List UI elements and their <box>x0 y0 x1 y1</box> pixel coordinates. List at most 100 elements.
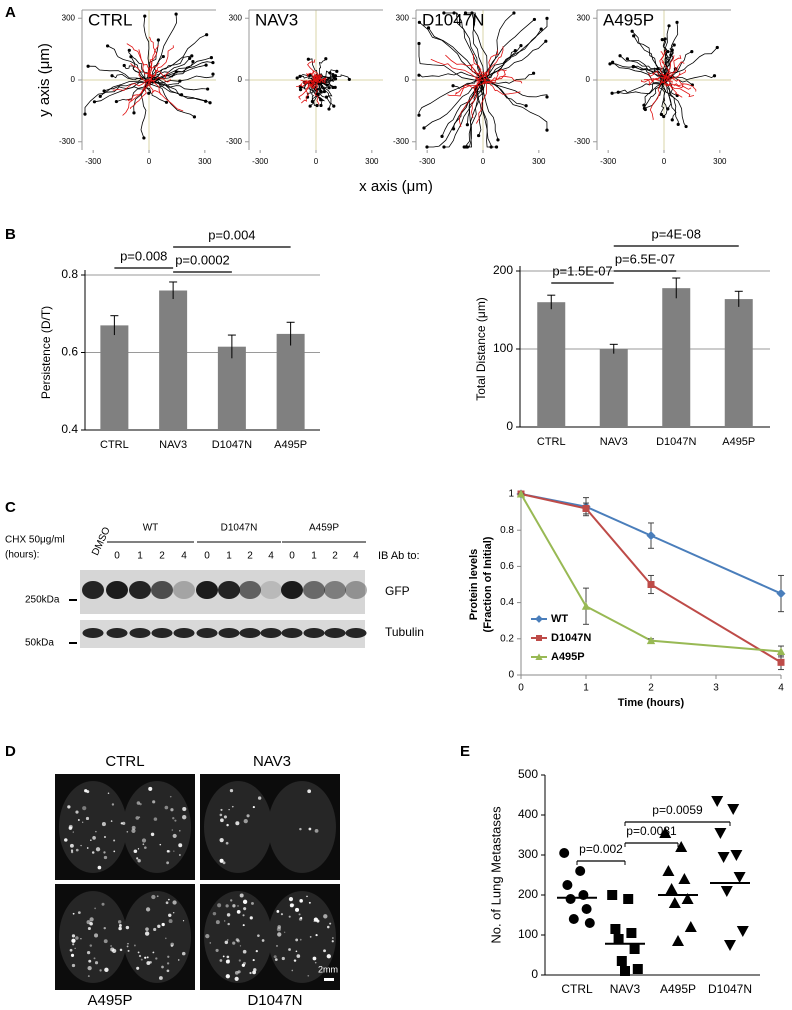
metastasis <box>87 975 90 978</box>
metastasis <box>131 828 136 833</box>
x-tick-label: 300 <box>532 157 546 166</box>
trajectory <box>112 80 152 91</box>
y-tick-label: 0.4 <box>61 422 78 436</box>
metastasis <box>144 846 147 849</box>
metastasis <box>229 788 234 793</box>
metastasis <box>212 911 217 916</box>
metastasis <box>326 925 330 929</box>
scale-bar <box>324 978 334 981</box>
time-label: 0 <box>114 551 120 562</box>
x-tick-label: -300 <box>419 157 436 166</box>
trajectory <box>443 12 485 83</box>
trajectory-end <box>92 100 97 104</box>
trajectory-end <box>306 57 310 61</box>
point <box>646 636 656 645</box>
metastasis <box>280 913 284 916</box>
metastasis <box>252 970 257 975</box>
metastasis <box>75 810 79 814</box>
significance-label: p=6.5E-07 <box>615 251 675 266</box>
metastasis <box>86 920 91 925</box>
point <box>613 934 624 944</box>
trajectory-end <box>417 113 421 117</box>
y-tick-label: 0.8 <box>500 525 514 536</box>
trajectory <box>150 79 184 112</box>
trajectory <box>84 76 146 115</box>
metastasis <box>307 789 312 794</box>
metastasis <box>91 851 95 854</box>
plot-title: D1047N <box>422 10 484 29</box>
metastasis <box>72 912 75 915</box>
metastasis <box>293 959 297 962</box>
metastasis <box>110 945 112 947</box>
y-tick-label: 0.6 <box>61 345 78 359</box>
bar <box>724 299 753 427</box>
trajectory <box>619 55 663 79</box>
x-tick-label: A495P <box>722 436 755 448</box>
y-tick-label: 0 <box>506 419 513 433</box>
trajectory <box>316 77 327 84</box>
metastasis <box>90 839 92 841</box>
trajectory-end <box>192 115 197 119</box>
y-tick-label: 0 <box>508 670 514 681</box>
band <box>260 581 282 599</box>
metastasis <box>135 816 140 820</box>
metastasis <box>166 962 170 965</box>
trajectory-end <box>327 107 331 111</box>
time-label: 2 <box>247 551 253 562</box>
band <box>239 628 261 638</box>
metastasis <box>222 861 226 865</box>
trajectory <box>485 50 516 80</box>
metastasis <box>239 893 244 898</box>
trajectory-end <box>211 60 215 65</box>
trajectory-end <box>632 34 636 38</box>
band <box>303 628 325 638</box>
metastasis <box>126 830 129 833</box>
trajectory <box>471 79 483 119</box>
x-tick-label: 300 <box>713 157 727 166</box>
metastasis <box>136 801 141 805</box>
trajectory <box>107 45 149 82</box>
metastasis <box>80 938 82 940</box>
metastasis <box>288 949 290 951</box>
control-label: DMSO <box>90 525 113 557</box>
metastasis <box>70 953 75 957</box>
scale-label: 2mm <box>318 964 338 974</box>
trajectory-end <box>333 85 337 89</box>
metastasis <box>165 901 169 905</box>
metastasis <box>104 967 109 973</box>
metastasis <box>156 895 159 898</box>
metastasis <box>87 926 91 931</box>
plot-title: NAV3 <box>255 10 298 29</box>
y-axis-label: Protein levels <box>468 549 480 621</box>
trajectory-end <box>477 133 481 138</box>
trajectory-end <box>666 49 670 54</box>
metastasis <box>299 827 302 831</box>
point <box>582 504 590 512</box>
trajectory-end <box>191 59 195 64</box>
metastasis <box>242 899 248 904</box>
metastasis <box>86 847 89 849</box>
point <box>777 658 785 666</box>
metastasis <box>232 941 236 945</box>
trajectory <box>665 76 692 90</box>
metastasis <box>136 966 140 970</box>
metastasis <box>226 913 231 917</box>
point <box>733 872 746 883</box>
metastasis <box>77 819 80 821</box>
point <box>711 796 724 807</box>
band <box>345 628 367 638</box>
metastasis <box>331 940 334 943</box>
x-tick-label: -300 <box>252 157 269 166</box>
metastasis <box>299 899 303 903</box>
point <box>575 866 586 876</box>
point <box>516 489 526 498</box>
metastasis <box>249 971 252 975</box>
trajectory-end <box>161 54 165 59</box>
significance-label: p=0.004 <box>208 227 255 242</box>
trajectory-end <box>310 99 314 104</box>
metastasis <box>92 836 96 840</box>
trajectory-end <box>608 62 612 66</box>
trajectory <box>441 82 481 137</box>
trajectory-end <box>539 27 543 31</box>
trajectory-end <box>209 56 213 60</box>
